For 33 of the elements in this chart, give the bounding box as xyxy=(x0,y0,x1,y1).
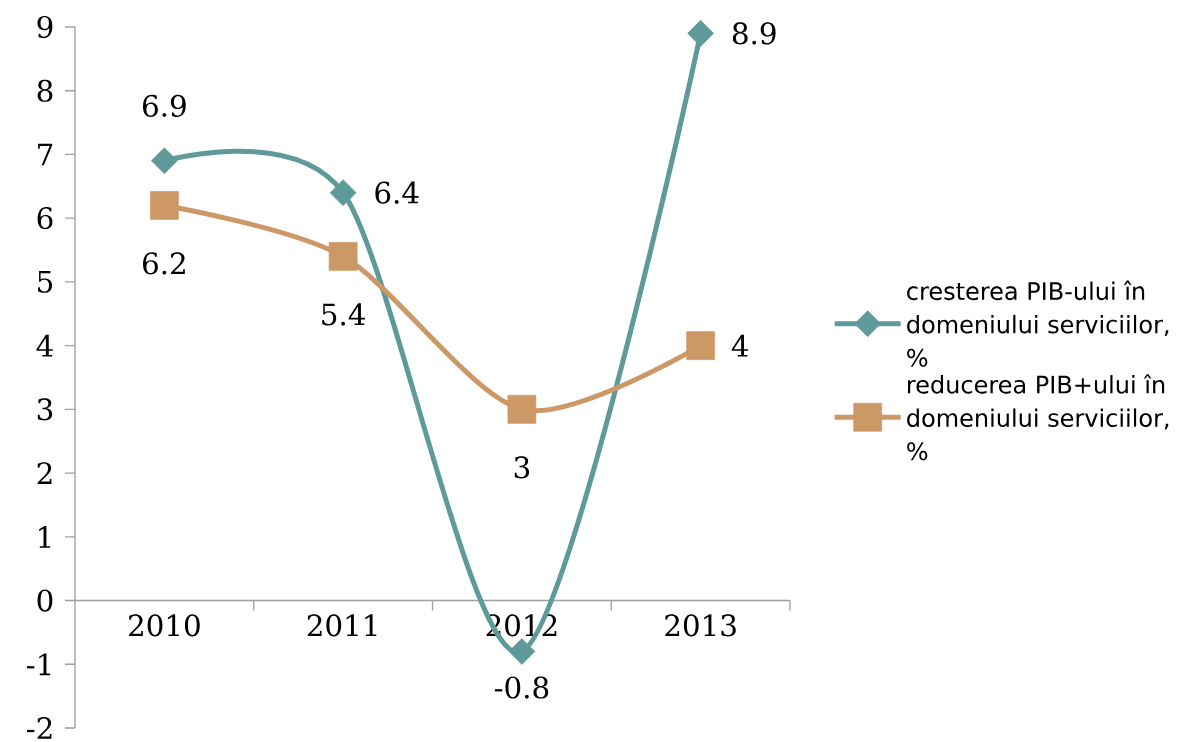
data-label: 5.4 xyxy=(322,303,365,326)
legend-label: cresterea PIB-ului în domeniului serviciilor, % xyxy=(907,280,1169,367)
legend-label: reducerea PIB+ului în domeniului serviciilor, % xyxy=(907,374,1169,461)
y-tick-label: -2 xyxy=(27,717,52,739)
data-label: 6.2 xyxy=(143,252,185,275)
point xyxy=(151,147,178,175)
y-tick-label: 2 xyxy=(37,462,52,484)
x-tick-label: 2013 xyxy=(665,614,736,637)
data-label: -0.8 xyxy=(494,676,549,699)
y-tick-label: -1 xyxy=(27,653,51,676)
data-label: 4 xyxy=(731,334,749,357)
point xyxy=(507,395,537,424)
y-tick-label: 3 xyxy=(37,398,53,421)
point xyxy=(686,331,715,360)
y-tick-label: 9 xyxy=(37,15,53,39)
data-label: 3 xyxy=(514,456,530,479)
y-tick-label: 0 xyxy=(37,589,53,612)
data-label: 8.9 xyxy=(732,22,776,45)
x-tick-label: 2011 xyxy=(307,614,377,637)
y-tick-label: 7 xyxy=(38,143,53,166)
point xyxy=(687,20,714,47)
point xyxy=(508,638,536,665)
point xyxy=(150,191,179,220)
y-tick-label: 1 xyxy=(39,525,51,548)
point xyxy=(329,179,357,207)
point xyxy=(328,242,358,271)
data-label: 6.9 xyxy=(143,94,186,117)
y-tick-label: 5 xyxy=(38,270,53,293)
y-tick-label: 6 xyxy=(37,207,53,230)
y-tick-label: 8 xyxy=(37,79,53,102)
x-tick-label: 2010 xyxy=(129,614,200,637)
y-tick-label: 4 xyxy=(36,334,53,357)
data-label: 6.4 xyxy=(375,181,419,204)
